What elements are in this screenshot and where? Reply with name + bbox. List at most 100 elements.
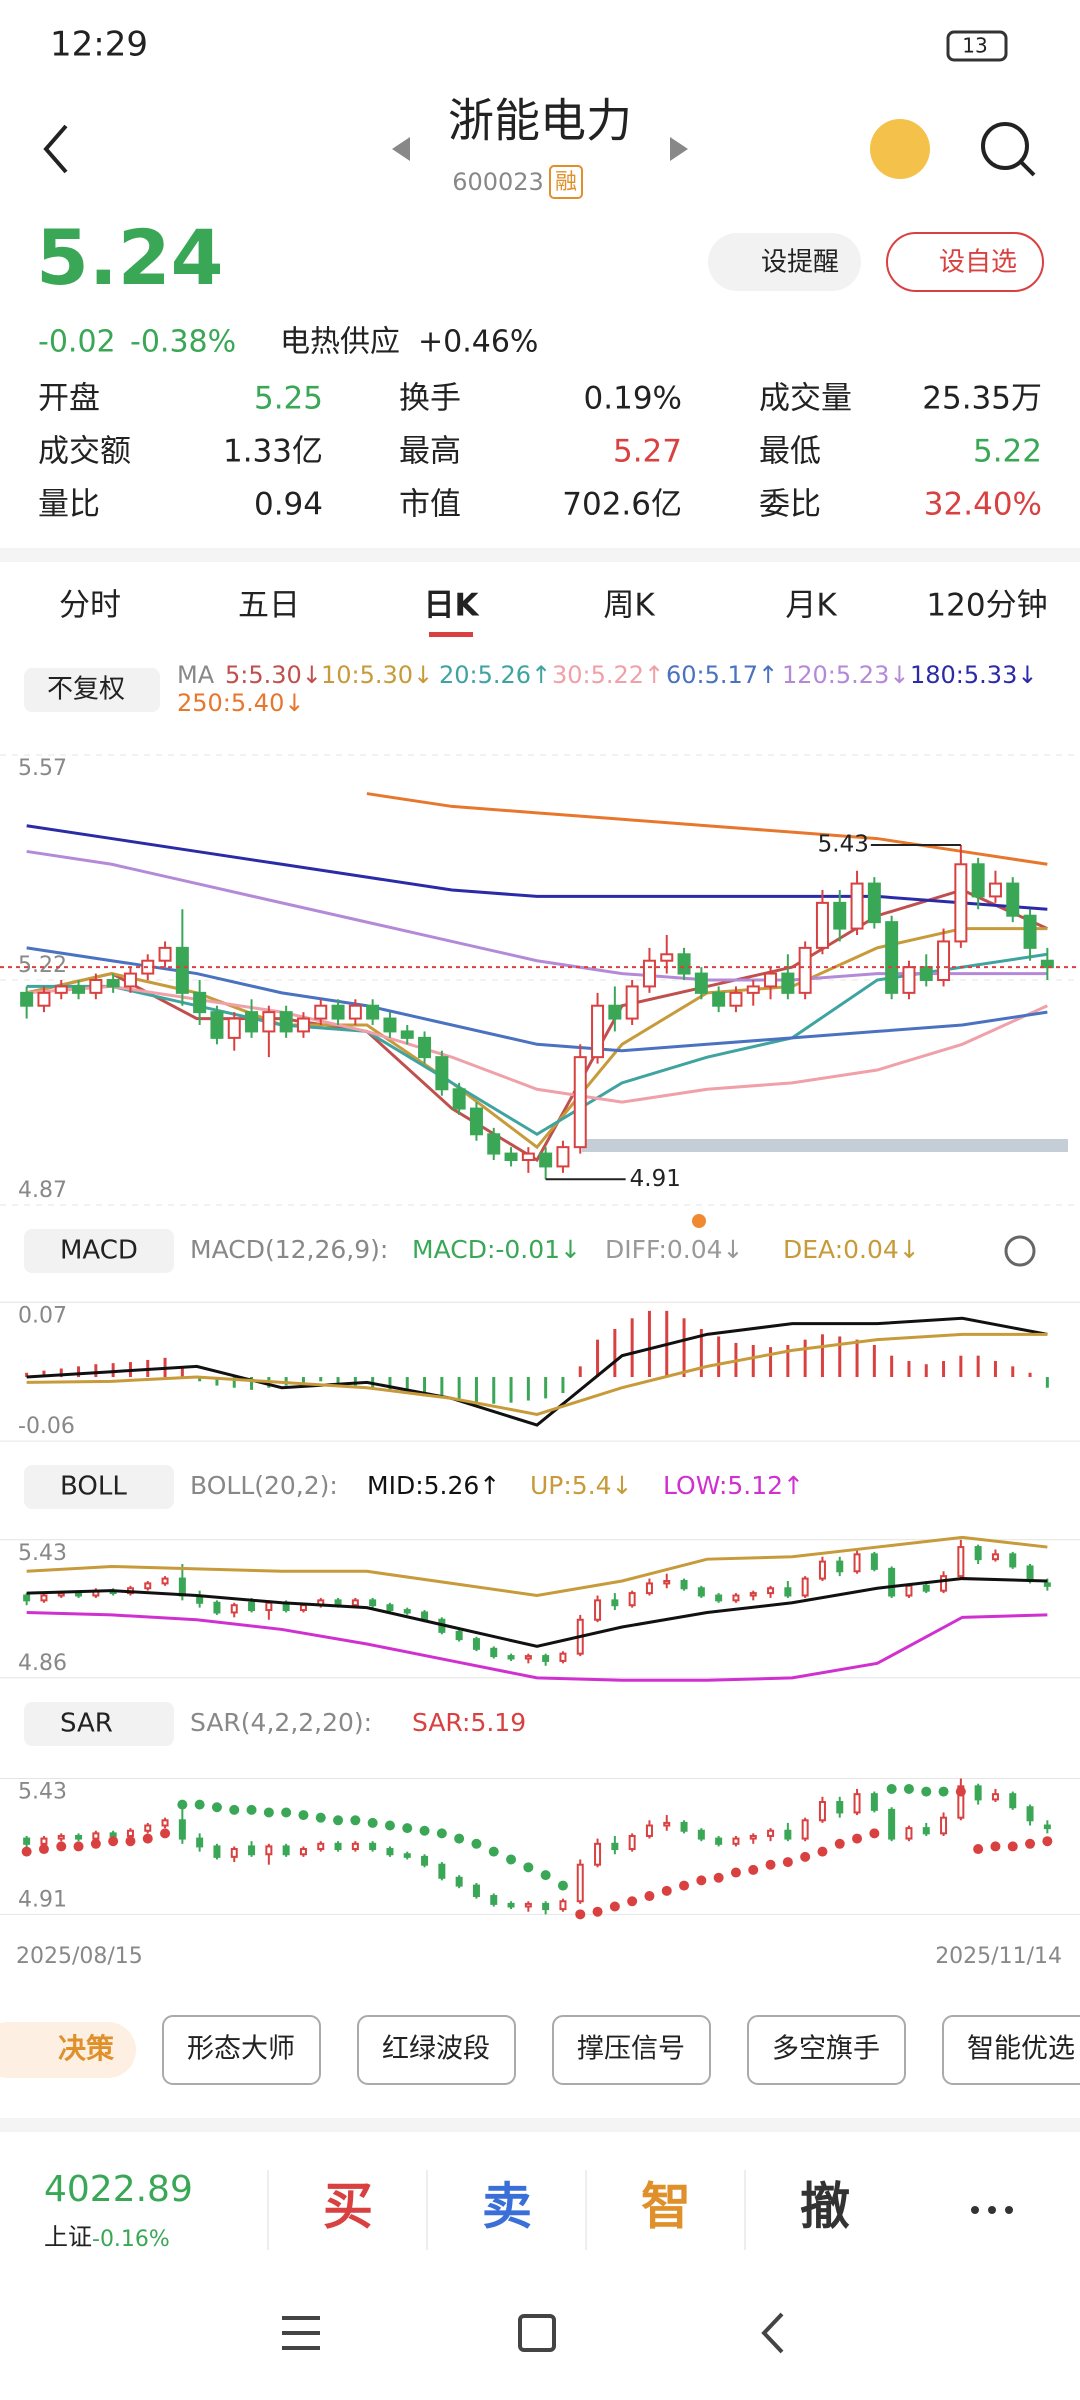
sar-dot — [125, 1836, 136, 1847]
watch-button[interactable] — [886, 232, 1044, 292]
candle-body — [521, 1152, 535, 1161]
index-change: -0.16% — [92, 2227, 170, 2252]
stat-label: 最低 — [759, 434, 821, 470]
ma-label: MA — [177, 661, 215, 689]
sar-dot — [713, 1872, 724, 1883]
nav-home[interactable] — [518, 2314, 556, 2352]
sar-dot — [229, 1804, 240, 1815]
sar-dot — [211, 1802, 222, 1813]
candle-body — [902, 966, 916, 994]
candle-body — [299, 1604, 307, 1612]
back-button[interactable] — [43, 124, 68, 174]
tab[interactable]: 周K — [603, 588, 655, 624]
candle-body — [715, 1594, 723, 1602]
stat-value: 5.25 — [254, 381, 323, 417]
candle-body — [867, 882, 881, 924]
indicator-select[interactable] — [24, 1465, 174, 1509]
tool-label: 形态大师 — [187, 2034, 295, 2065]
y-tick-label: 5.22 — [18, 953, 67, 978]
sar-dot — [575, 1909, 586, 1920]
candle-body — [591, 1004, 605, 1059]
more[interactable] — [1005, 2206, 1013, 2214]
candle-body — [937, 940, 951, 982]
candle-body — [732, 1594, 740, 1602]
alert-button[interactable] — [708, 233, 861, 291]
candle-body — [230, 1604, 238, 1614]
nav-menu[interactable] — [282, 2316, 320, 2350]
action[interactable]: 撤 — [800, 2178, 850, 2236]
candle-body — [351, 1842, 359, 1851]
tab[interactable]: 日K — [423, 588, 479, 624]
candle-body — [524, 1902, 532, 1908]
index-value: 4022.89 — [44, 2169, 193, 2210]
tool-button[interactable] — [747, 2015, 906, 2085]
tab[interactable]: 分时 — [59, 588, 121, 624]
next-stock[interactable] — [670, 137, 688, 161]
candle-body — [175, 946, 189, 994]
action[interactable]: 买 — [323, 2178, 373, 2236]
sar-dot — [679, 1880, 690, 1891]
candle-body — [991, 1553, 999, 1561]
stat-value: 5.27 — [613, 434, 682, 470]
prev-stock[interactable] — [392, 137, 410, 161]
sar-dot — [142, 1833, 153, 1844]
more[interactable] — [971, 2206, 979, 2214]
candle-body — [230, 1848, 238, 1858]
candle-body — [507, 1902, 515, 1908]
candle-body — [764, 972, 778, 988]
adjust-select[interactable] — [24, 668, 160, 712]
candle-body — [539, 1152, 553, 1168]
y-tick-label: 4.86 — [18, 1651, 67, 1676]
candle-body — [645, 1824, 653, 1837]
candle-body — [144, 1582, 152, 1590]
sar-dot — [644, 1891, 655, 1902]
ma-legend: 120:5.23↓ — [782, 661, 909, 689]
candle-body — [227, 1017, 241, 1039]
tab[interactable]: 五日 — [238, 588, 300, 624]
tab[interactable]: 月K — [785, 588, 837, 624]
tool-label: 红绿波段 — [382, 2034, 490, 2065]
settings[interactable] — [1004, 1235, 1036, 1267]
sar-dot — [315, 1812, 326, 1823]
candle-body — [421, 1855, 429, 1866]
candle-body — [366, 1004, 380, 1020]
sar-dot — [627, 1896, 638, 1907]
tool-button[interactable] — [942, 2015, 1080, 2085]
indicator-select[interactable] — [24, 1702, 174, 1746]
candle-body — [158, 946, 172, 962]
tool-button[interactable] — [357, 2015, 516, 2085]
candle-body — [888, 1808, 896, 1840]
indicator-value: DIFF:0.04↓ — [605, 1235, 743, 1264]
indicator-select[interactable] — [24, 1229, 174, 1273]
macd-line — [26, 1332, 1048, 1416]
candle-body — [72, 985, 86, 994]
sar-dot — [471, 1838, 482, 1849]
avatar[interactable] — [870, 119, 930, 179]
sector-change: +0.46% — [418, 325, 538, 360]
candle-body — [23, 1837, 31, 1845]
action[interactable]: 智 — [641, 2178, 691, 2236]
sar-dot — [592, 1906, 603, 1917]
candle-body — [767, 1829, 775, 1837]
tab[interactable]: 120分钟 — [926, 588, 1047, 624]
tool-main[interactable] — [0, 2022, 136, 2078]
sar-dot — [384, 1820, 395, 1831]
sar-dot — [973, 1844, 984, 1855]
status-time: 12:29 — [50, 25, 148, 65]
more[interactable] — [988, 2206, 996, 2214]
action[interactable]: 卖 — [482, 2178, 532, 2236]
indicator-value: DEA:0.04↓ — [783, 1235, 920, 1264]
candle-body — [504, 1152, 518, 1161]
tool-button[interactable] — [552, 2015, 711, 2085]
candle-body — [403, 1853, 411, 1858]
stat-label: 换手 — [399, 381, 461, 417]
candle-body — [767, 1587, 775, 1595]
candle-body — [57, 1834, 65, 1840]
tool-button[interactable] — [162, 2015, 321, 2085]
support-band — [582, 1139, 1068, 1152]
nav-back[interactable] — [761, 2312, 784, 2354]
candle-body — [974, 1546, 982, 1561]
candle-body — [1040, 959, 1054, 969]
search-button[interactable] — [981, 122, 1029, 170]
sector: 电热供应 — [280, 325, 400, 360]
